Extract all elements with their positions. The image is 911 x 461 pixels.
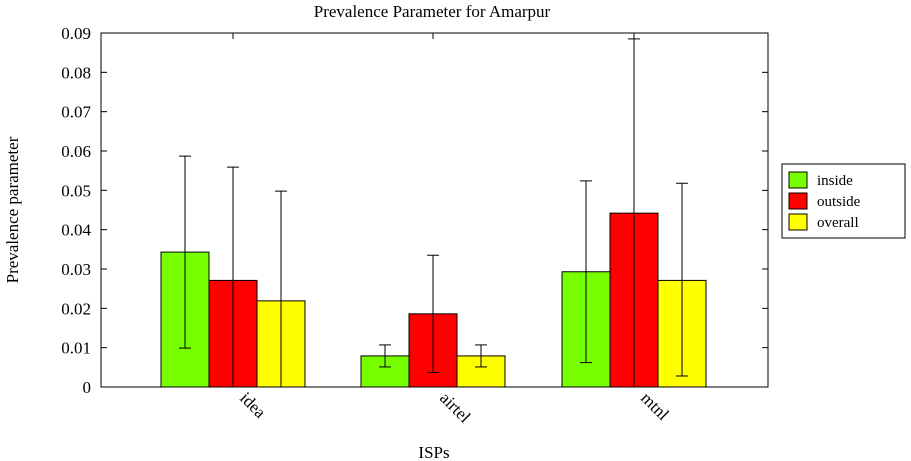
y-axis-title: Prevalence parameter xyxy=(3,136,22,283)
legend-label-overall: overall xyxy=(817,215,859,231)
y-tick-label: 0.01 xyxy=(61,339,91,358)
legend: inside outside overall xyxy=(781,163,906,239)
plot-area: 0 0.01 0.02 0.03 0.04 0.05 0.06 0.07 0.08 0.09 ide… xyxy=(61,24,769,427)
y-tick-label: 0.03 xyxy=(61,260,91,279)
x-tick-label-idea: idea xyxy=(236,388,270,422)
x-axis-title: ISPs xyxy=(418,443,449,461)
y-tick-label: 0.09 xyxy=(61,24,91,43)
legend-swatch-inside xyxy=(788,171,808,189)
y-tick-label: 0.02 xyxy=(61,299,91,318)
y-tick-label: 0.06 xyxy=(61,142,91,161)
y-tick-label: 0.08 xyxy=(61,63,91,82)
x-tick-label-airtel: airtel xyxy=(436,388,474,426)
legend-swatch-overall xyxy=(788,213,808,231)
y-tick-label: 0 xyxy=(83,378,92,397)
y-tick-label: 0.05 xyxy=(61,181,91,200)
legend-label-inside: inside xyxy=(817,173,853,189)
legend-label-outside: outside xyxy=(817,194,861,210)
y-tick-label: 0.04 xyxy=(61,221,91,240)
legend-swatch-outside xyxy=(788,192,808,210)
y-tick-label: 0.07 xyxy=(61,103,91,122)
x-tick-label-mtnl: mtnl xyxy=(637,388,673,424)
chart-title: Prevalence Parameter for Amarpur xyxy=(314,2,551,21)
